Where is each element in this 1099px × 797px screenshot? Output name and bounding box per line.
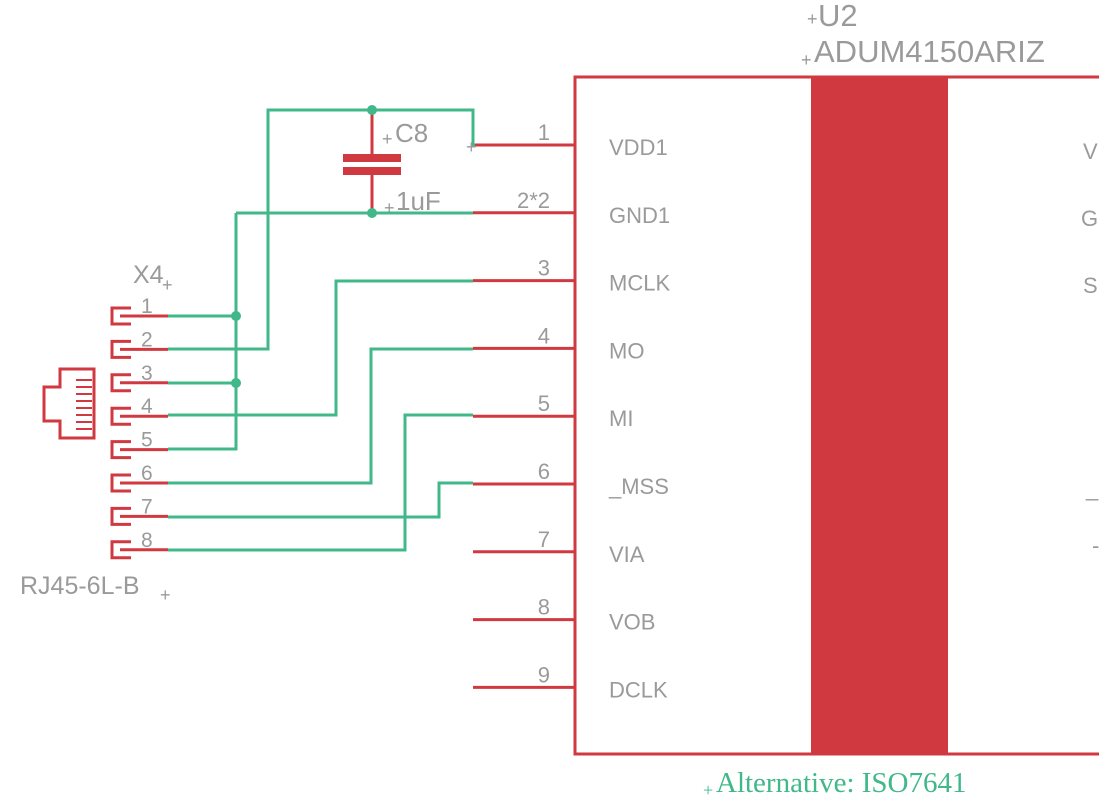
wire-mss: [168, 481, 473, 519]
u2-pin-5: 5 MI: [473, 391, 633, 431]
x4-name-cross: +: [162, 275, 173, 295]
x4-pin-number: 6: [141, 462, 153, 485]
x4-pin-socket: [110, 373, 131, 393]
c8-ref-cross: +: [382, 129, 393, 149]
x4-name: X4: [133, 261, 164, 289]
u2-pin-number: 7: [538, 527, 550, 552]
x4-pins: 1 2 3 4 5 6 7 8: [110, 295, 168, 560]
u2-pin-6: 6 _MSS: [473, 459, 669, 499]
u2-pin-2: 2*2 GND1: [473, 188, 670, 228]
x4-pin-number: 4: [141, 395, 153, 418]
u2-pin-number: 5: [538, 391, 550, 416]
c8-name: C8: [395, 118, 428, 148]
wire-vdd1: [168, 108, 475, 351]
c8-value-cross: +: [384, 198, 395, 218]
x4-jack-contacts: [76, 379, 92, 430]
u2-pin-name: MCLK: [609, 271, 670, 296]
junction-c8-bottom: [367, 208, 377, 218]
c8-plate-bottom: [343, 167, 401, 175]
x4-value: RJ45-6L-B: [20, 572, 140, 600]
x4-pin-socket: [110, 406, 131, 426]
u2-pin-7: 7 VIA: [473, 527, 645, 567]
x4-pin-number: 3: [141, 362, 153, 385]
x4-pin-number: 2: [141, 328, 153, 351]
wire-mclk: [168, 279, 473, 417]
u2-ic: + U2 + ADUM4150ARIZ + Alternative: ISO76…: [473, 0, 1099, 797]
u2-pin-number: 1: [538, 120, 550, 145]
u2-pin-number: 3: [538, 256, 550, 281]
x4-pin-socket: [110, 306, 131, 326]
x4-pin-7: 7: [110, 495, 168, 526]
u2-note: Alternative: ISO7641: [716, 767, 966, 797]
x4-pin-socket: [110, 440, 131, 460]
x4-pin-2: 2: [110, 328, 168, 359]
u2-pin-name: _MSS: [608, 474, 669, 499]
c8-value: 1uF: [396, 186, 441, 216]
u2-pin-8: 8 VOB: [473, 595, 655, 635]
wire-gnd-bus: [168, 213, 238, 451]
u2-pin-number: 6: [538, 459, 550, 484]
u2-right-pin-3: S: [1083, 273, 1098, 298]
u2-pin-3: 3 MCLK: [473, 256, 670, 296]
u2-note-cross: +: [703, 780, 713, 797]
u2-name: U2: [818, 0, 858, 33]
x4-pin-socket: [110, 540, 131, 560]
x4-pin-5: 5: [110, 429, 168, 460]
junction-gnd-pin3: [231, 378, 241, 388]
u2-left-pins: 1 VDD1 2*2 GND1 3 MCLK 4 MO 5 MI 6 _MSS 7 VIA 8 VOB 9 DCL…: [473, 120, 670, 702]
u2-pin-name: MO: [609, 338, 644, 363]
wire-mo: [168, 347, 473, 485]
u2-pin-1: 1 VDD1: [473, 120, 668, 160]
u2-pin-number: 2*2: [517, 188, 550, 213]
x4-pin-8: 8: [110, 529, 168, 560]
junction-c8-top: [367, 105, 377, 115]
x4-pin-3: 3: [110, 362, 168, 393]
u2-right-pin-4: _: [1085, 476, 1099, 501]
x4-pin-socket: [110, 506, 131, 526]
u2-pin-name: VIA: [609, 542, 645, 567]
x4-pin-number: 7: [141, 495, 153, 518]
x4-pin-6: 6: [110, 462, 168, 493]
junctions: [231, 105, 377, 388]
x4-value-cross: +: [160, 585, 171, 605]
x4-pin-4: 4: [110, 395, 168, 426]
u2-isolation-barrier: [811, 77, 948, 754]
u2-value: ADUM4150ARIZ: [814, 34, 1045, 69]
u2-pin-4: 4 MO: [473, 323, 644, 363]
u2-right-pin-2: G: [1081, 206, 1098, 231]
u2-pin-number: 9: [538, 662, 550, 687]
u2-right-pin-1: V: [1083, 139, 1098, 164]
u2-pin-name: DCLK: [609, 677, 668, 702]
u2-ref-cross: +: [807, 9, 818, 29]
x4-pin-number: 1: [141, 295, 153, 318]
u2-value-cross: +: [801, 50, 812, 70]
u2-pin-number: 8: [538, 595, 550, 620]
c8-plate-top: [343, 154, 401, 162]
x4-pin-number: 8: [141, 529, 153, 552]
u2-pin-name: VDD1: [609, 135, 668, 160]
u2-pin-name: MI: [609, 406, 633, 431]
x4-pin-socket: [110, 339, 131, 359]
wire-mi: [168, 413, 473, 552]
vdd1-wire-end-cross: +: [466, 137, 477, 157]
x4-connector: X4 + RJ45-6L-B + 1 2 3 4 5 6 7 8: [20, 261, 173, 605]
u2-pin-number: 4: [538, 323, 550, 348]
x4-jack-outline: [42, 367, 96, 440]
x4-pin-number: 5: [141, 429, 153, 452]
c8-capacitor: + C8 + 1uF: [343, 110, 441, 218]
u2-pin-name: GND1: [609, 203, 670, 228]
x4-pin-socket: [110, 473, 131, 493]
wires: [168, 108, 475, 552]
u2-right-pin-5: -: [1092, 533, 1099, 558]
x4-pin-1: 1: [110, 295, 168, 326]
junction-gnd-pin1: [231, 311, 241, 321]
u2-pin-name: VOB: [609, 610, 655, 635]
u2-pin-9: 9 DCLK: [473, 662, 668, 702]
